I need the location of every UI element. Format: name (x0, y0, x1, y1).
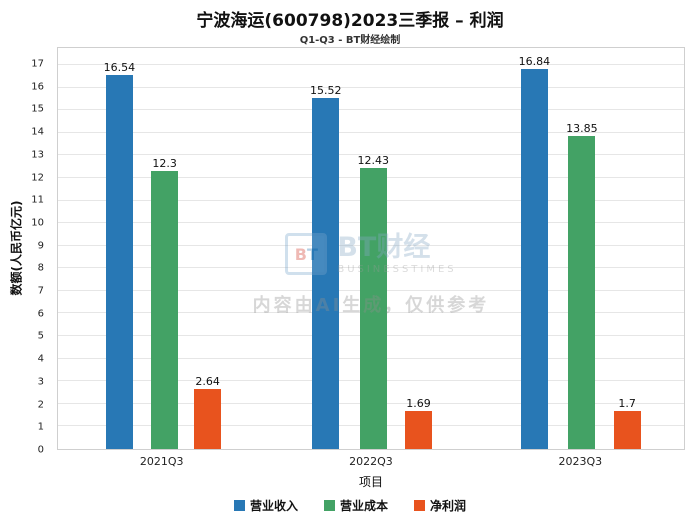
legend-item: 营业成本 (323, 497, 388, 514)
legend-swatch (233, 500, 245, 511)
y-axis-ticks: 0 1 2 3 4 5 6 7 8 9 10 11 12 13 14 15 16 17 (0, 47, 52, 456)
y-tick-label: 9 (37, 240, 44, 252)
bar-营业收入 (520, 68, 548, 449)
gridline (58, 154, 684, 156)
bar-slot: 12.3 (151, 48, 179, 449)
legend-swatch (414, 500, 425, 511)
bar-净利润 (194, 389, 222, 449)
plot-area: 16.54 12.3 2.64 15.52 12.43 1.69 16.84 13.85 1.7 (57, 47, 685, 450)
legend-item: 净利润 (414, 497, 466, 514)
bar-value-label: 12.3 (152, 157, 177, 171)
bar-groups: 16.54 12.3 2.64 15.52 12.43 1.69 16.84 13.85 1.7 (58, 48, 684, 449)
y-tick-label: 7 (37, 285, 44, 297)
gridline (58, 63, 684, 65)
gridline (58, 109, 684, 111)
bar-value-label: 15.52 (310, 84, 342, 98)
y-tick-label: 8 (37, 262, 44, 274)
y-tick-label: 15 (31, 103, 44, 115)
bar-营业收入 (105, 75, 133, 449)
page-subtitle: Q1-Q3 - BT财经绘制 (299, 35, 401, 46)
bar-slot: 1.69 (405, 48, 432, 449)
bar-value-label: 13.85 (566, 122, 598, 136)
bar-营业收入 (312, 98, 340, 449)
x-tick-label: 2022Q3 (349, 455, 393, 468)
bar-营业成本 (151, 171, 179, 449)
y-tick-label: 11 (31, 194, 44, 206)
page-title: 宁波海运(600798)2023三季报 – 利润 (196, 11, 504, 31)
x-axis-title: 项目 (358, 475, 383, 489)
bar-slot: 15.52 (310, 48, 342, 449)
y-tick-label: 14 (31, 126, 44, 138)
gridline (58, 86, 684, 88)
y-tick-label: 2 (37, 399, 44, 411)
bar-group: 15.52 12.43 1.69 (267, 48, 476, 449)
legend-label: 净利润 (430, 499, 467, 513)
y-tick-label: 5 (37, 330, 44, 342)
y-tick-label: 1 (37, 421, 44, 433)
x-tick-label: 2023Q3 (558, 455, 603, 468)
legend-label: 营业收入 (249, 499, 298, 513)
legend-item: 营业收入 (233, 497, 298, 514)
bar-slot: 1.7 (613, 48, 641, 449)
bar-value-label: 1.69 (406, 396, 431, 410)
y-tick-label: 10 (31, 217, 44, 229)
bar-slot: 16.84 (518, 48, 551, 449)
bar-value-label: 12.43 (357, 154, 390, 168)
y-tick-label: 4 (37, 353, 44, 365)
bar-group: 16.54 12.3 2.64 (58, 48, 267, 449)
gridline (58, 131, 684, 133)
bar-group: 16.84 13.85 1.7 (475, 48, 684, 449)
bar-value-label: 16.84 (518, 54, 551, 68)
bar-净利润 (613, 410, 641, 449)
bar-营业成本 (568, 136, 596, 449)
bar-value-label: 1.7 (618, 396, 636, 410)
y-tick-label: 0 (37, 444, 44, 456)
y-tick-label: 6 (37, 308, 44, 320)
y-tick-label: 12 (31, 172, 44, 184)
y-tick-label: 16 (31, 81, 44, 93)
y-tick-label: 13 (31, 149, 44, 161)
bar-slot: 16.54 (103, 48, 136, 449)
bar-slot: 13.85 (566, 48, 598, 449)
bar-营业成本 (359, 168, 387, 449)
bar-value-label: 16.54 (103, 61, 136, 75)
y-tick-label: 17 (31, 58, 44, 70)
bar-净利润 (405, 410, 432, 449)
bar-slot: 12.43 (357, 48, 390, 449)
legend-label: 营业成本 (339, 499, 388, 513)
bar-slot: 2.64 (194, 48, 222, 449)
legend-swatch (323, 500, 335, 511)
y-tick-label: 3 (37, 376, 44, 388)
legend: 营业收入 营业成本 净利润 (0, 497, 700, 514)
x-tick-label: 2021Q3 (139, 455, 184, 468)
bar-value-label: 2.64 (195, 375, 220, 389)
x-axis-ticks: 2021Q3 2022Q3 2023Q3 (57, 455, 685, 468)
